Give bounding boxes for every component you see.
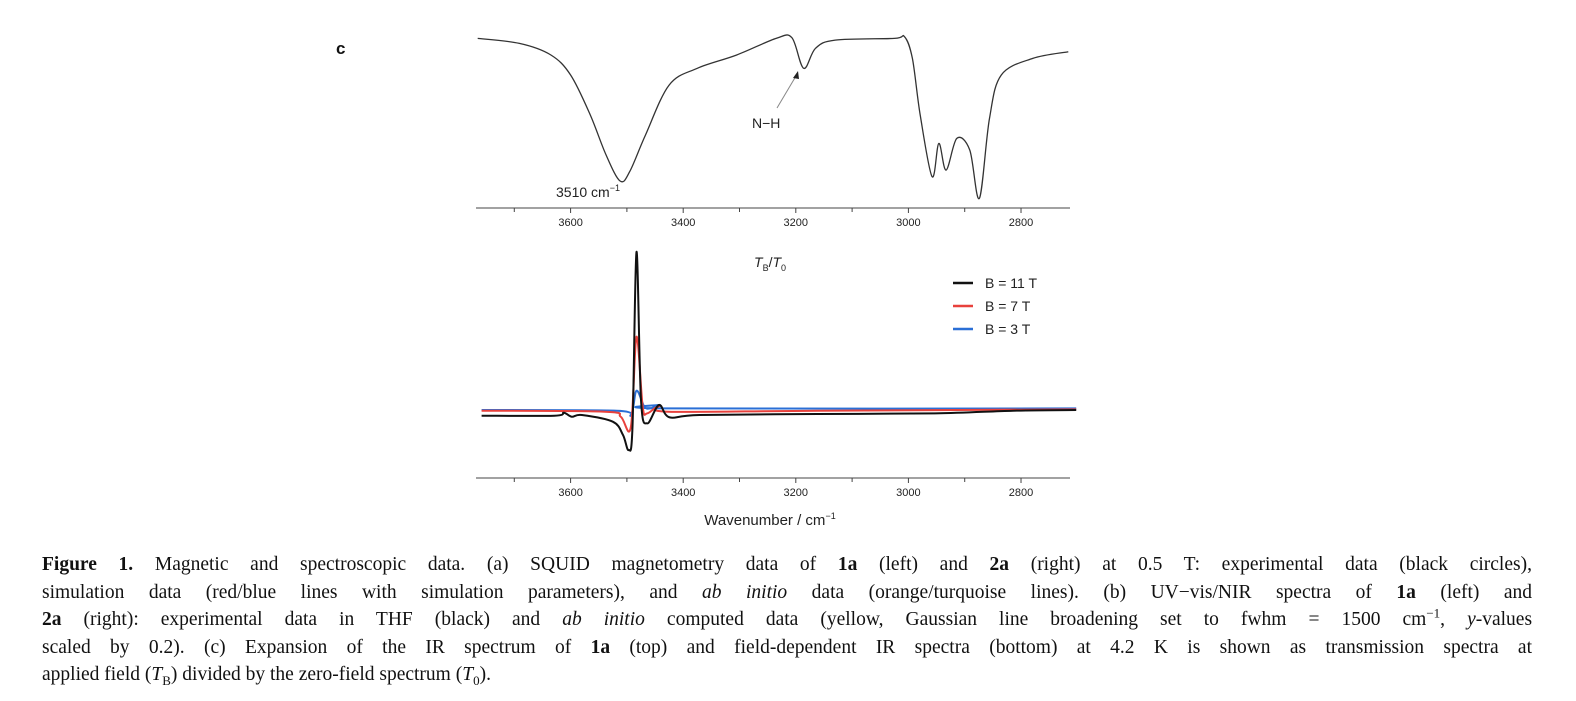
caption-text: ab initio: [562, 609, 645, 630]
ir-spectrum-line: [477, 34, 1069, 199]
x-axis-label: Wavenumber / cm−1: [704, 511, 835, 529]
caption-text: ab initio: [702, 581, 788, 603]
panel-label: c: [336, 39, 345, 58]
caption-text: 0: [473, 672, 480, 688]
field-dependent-ir-chart: TB/T0 3600 3400 3200 3000 2800 B = 11 T B = 7…: [476, 250, 1077, 529]
caption-line: 2a (right): experimental data in THF (bl…: [42, 606, 1532, 634]
caption-text: (left) and: [857, 554, 990, 575]
caption-text: applied field (: [42, 664, 152, 685]
series-line-b-11-t: [481, 250, 1077, 452]
bottom-tick-label: 3200: [784, 487, 808, 499]
top-tick-label: 3600: [558, 217, 582, 229]
legend-label: B = 3 T: [985, 321, 1031, 337]
legend: B = 11 T B = 7 T B = 3 T: [953, 275, 1037, 337]
caption-text: ).: [479, 664, 491, 685]
nh-arrow-head-icon: [793, 71, 799, 79]
caption-text: (left) and: [1415, 581, 1533, 603]
caption-line: simulation data (red/blue lines with sim…: [42, 579, 1532, 607]
caption-text: ,: [1440, 609, 1468, 630]
legend-label: B = 7 T: [985, 298, 1031, 314]
caption-text: -values: [1475, 609, 1533, 630]
nh-annotation: N−H: [752, 115, 780, 131]
caption-text: 1a: [1396, 581, 1416, 603]
caption-text: 2a: [42, 609, 62, 630]
caption-text: T: [462, 664, 474, 685]
top-tick-label: 2800: [1009, 217, 1033, 229]
bottom-tick-label: 2800: [1009, 487, 1033, 499]
series-line-b-7-t: [481, 335, 1077, 433]
caption-text: simulation data (red/blue lines with sim…: [42, 581, 702, 603]
top-tick-label: 3000: [896, 217, 920, 229]
top-tick-label: 3400: [671, 217, 695, 229]
caption-text: B: [162, 672, 171, 688]
caption-text: data (orange/turquoise lines). (b) UV−vi…: [787, 581, 1397, 603]
caption-text: scaled by 0.2). (c) Expansion of the IR …: [42, 636, 591, 658]
caption-text: (right) at 0.5 T: experimental data (bla…: [1009, 554, 1532, 575]
caption-text: Figure 1.: [42, 554, 134, 575]
caption-text: y: [1467, 609, 1476, 630]
caption-text: (right): experimental data in THF (black…: [61, 609, 563, 630]
top-tick-label: 3200: [784, 217, 808, 229]
figure-caption: Figure 1. Magnetic and spectroscopic dat…: [42, 551, 1532, 689]
caption-line: applied field (TB) divided by the zero-f…: [42, 661, 1532, 689]
caption-text: computed data (yellow, Gaussian line bro…: [644, 609, 1427, 630]
bottom-tick-label: 3600: [558, 487, 582, 499]
peak-annotation-3510: 3510 cm−1: [556, 183, 620, 200]
caption-line: scaled by 0.2). (c) Expansion of the IR …: [42, 634, 1532, 662]
caption-text: Magnetic and spectroscopic data. (a) SQU…: [133, 554, 838, 575]
chart-title-tb-t0: TB/T0: [754, 254, 786, 273]
caption-text: −1: [1426, 605, 1441, 621]
caption-text: (top) and field-dependent IR spectra (bo…: [610, 636, 1533, 658]
legend-label: B = 11 T: [985, 275, 1037, 291]
caption-text: 1a: [837, 554, 858, 575]
ir-spectrum-chart: 3600 3400 3200 3000 2800 3510 cm−1 N−H: [476, 34, 1070, 229]
caption-text: 1a: [590, 636, 611, 658]
caption-text: T: [151, 664, 163, 685]
nh-arrow-line: [776, 75, 797, 109]
bottom-tick-label: 3400: [671, 487, 695, 499]
bottom-tick-label: 3000: [896, 487, 920, 499]
caption-text: ) divided by the zero-field spectrum (: [170, 664, 463, 685]
caption-text: 2a: [989, 554, 1010, 575]
series-line-b-3-t: [481, 389, 1077, 417]
caption-line: Figure 1. Magnetic and spectroscopic dat…: [42, 551, 1532, 579]
